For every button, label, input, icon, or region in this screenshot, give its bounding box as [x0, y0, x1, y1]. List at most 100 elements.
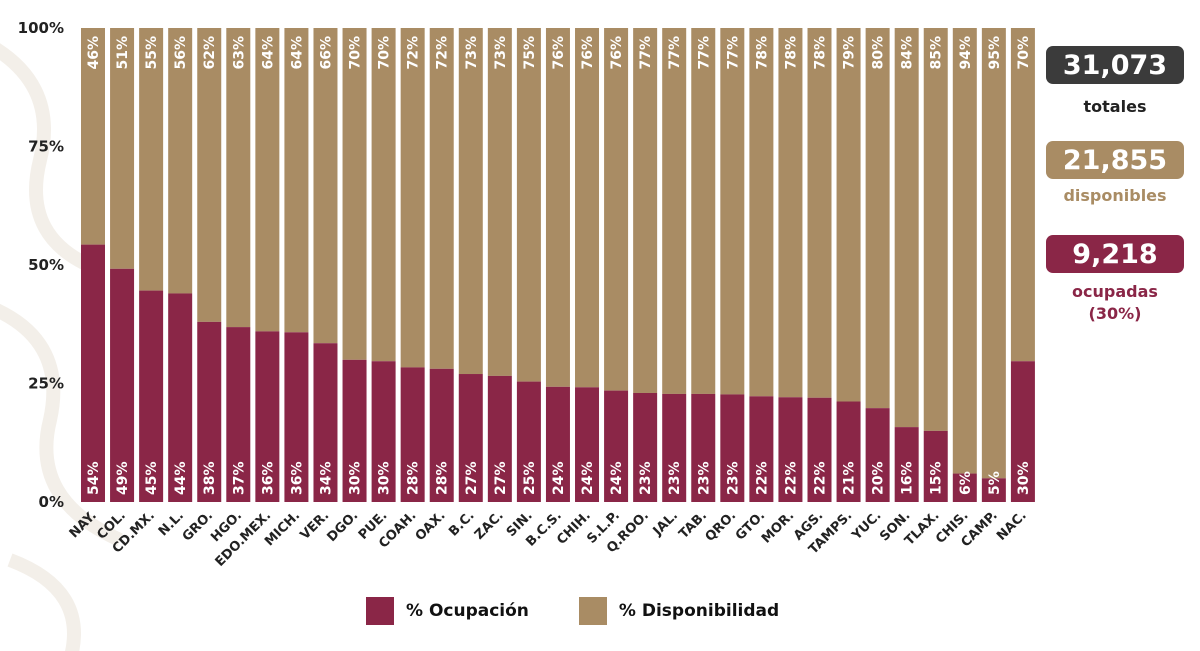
- value-label-ocupacion: 36%: [289, 461, 305, 495]
- value-label-ocupacion: 27%: [464, 461, 480, 495]
- bar-disponibilidad: [400, 28, 425, 368]
- legend-swatch-disponibilidad: [578, 597, 607, 625]
- value-label-disponibilidad: 66%: [318, 36, 334, 70]
- bar-disponibilidad: [342, 28, 367, 360]
- value-label-disponibilidad: 76%: [580, 36, 596, 70]
- bar-ocupacion: [313, 343, 338, 502]
- bar-disponibilidad: [894, 28, 919, 428]
- bar-ocupacion: [516, 381, 541, 502]
- value-label-disponibilidad: 63%: [231, 36, 247, 70]
- disponibles-box: 21,855: [1046, 141, 1184, 179]
- category-label: JAL.: [650, 508, 681, 539]
- value-label-ocupacion: 24%: [609, 461, 625, 495]
- bar-ocupacion: [691, 393, 716, 502]
- value-label-disponibilidad: 72%: [406, 36, 422, 70]
- value-label-ocupacion: 5%: [987, 471, 1003, 495]
- value-label-ocupacion: 15%: [929, 461, 945, 495]
- value-label-ocupacion: 30%: [377, 461, 393, 495]
- bar-ocupacion: [662, 393, 687, 502]
- value-label-ocupacion: 20%: [871, 461, 887, 495]
- bar-ocupacion: [168, 293, 193, 502]
- category-label: ZAC.: [472, 508, 507, 543]
- category-label: YUC.: [849, 508, 885, 544]
- totales-label: totales: [1083, 97, 1147, 116]
- value-label-disponibilidad: 80%: [871, 36, 887, 70]
- value-label-ocupacion: 23%: [696, 461, 712, 495]
- category-label: CHIH.: [554, 508, 594, 548]
- bar-ocupacion: [981, 478, 1006, 502]
- value-label-ocupacion: 23%: [667, 461, 683, 495]
- bar-ocupacion: [633, 392, 658, 502]
- value-label-disponibilidad: 84%: [900, 36, 916, 70]
- bar-ocupacion: [720, 394, 745, 502]
- bar-ocupacion: [545, 386, 570, 502]
- bar-disponibilidad: [691, 28, 716, 394]
- value-label-disponibilidad: 75%: [522, 36, 538, 70]
- legend-item-disponibilidad: % Disponibilidad: [578, 597, 780, 625]
- bar-ocupacion: [952, 473, 977, 502]
- value-label-disponibilidad: 46%: [86, 36, 102, 70]
- value-label-disponibilidad: 73%: [464, 36, 480, 70]
- background-pattern: [0, 43, 123, 651]
- y-tick-label: 100%: [18, 19, 64, 37]
- category-label: QRO.: [703, 508, 740, 545]
- bar-disponibilidad: [458, 28, 483, 375]
- value-label-disponibilidad: 77%: [696, 36, 712, 70]
- value-label-ocupacion: 28%: [435, 461, 451, 495]
- bar-ocupacion: [400, 367, 425, 502]
- value-label-ocupacion: 45%: [144, 461, 160, 495]
- ocupadas-box: 9,218: [1046, 235, 1184, 273]
- value-label-disponibilidad: 95%: [987, 36, 1003, 70]
- value-label-ocupacion: 38%: [202, 461, 218, 495]
- y-tick-label: 75%: [28, 138, 64, 156]
- y-tick-label: 50%: [28, 256, 64, 274]
- bar-ocupacion: [197, 321, 222, 502]
- bar-ocupacion: [604, 390, 629, 502]
- bar-disponibilidad: [1010, 28, 1035, 362]
- y-axis: 0% 25% 50% 75% 100%: [18, 19, 64, 511]
- value-label-disponibilidad: 76%: [551, 36, 567, 70]
- value-label-ocupacion: 6%: [958, 471, 974, 495]
- value-label-ocupacion: 21%: [842, 461, 858, 495]
- value-label-ocupacion: 30%: [1016, 461, 1032, 495]
- value-label-ocupacion: 23%: [725, 461, 741, 495]
- value-label-ocupacion: 22%: [813, 461, 829, 495]
- value-label-disponibilidad: 73%: [493, 36, 509, 70]
- bar-disponibilidad: [604, 28, 629, 391]
- bar-ocupacion: [284, 332, 309, 502]
- ocupadas-percent: (30%): [1088, 304, 1142, 323]
- bar-disponibilidad: [865, 28, 890, 409]
- bar-disponibilidad: [313, 28, 338, 344]
- legend-swatch-ocupacion: [366, 597, 394, 625]
- value-label-ocupacion: 22%: [754, 461, 770, 495]
- value-label-disponibilidad: 70%: [1016, 36, 1032, 70]
- bar-ocupacion: [139, 290, 164, 502]
- bar-disponibilidad: [81, 28, 105, 245]
- bar-disponibilidad: [487, 28, 512, 376]
- value-label-ocupacion: 28%: [406, 461, 422, 495]
- category-label: MOR.: [759, 508, 797, 546]
- legend-label-disponibilidad: % Disponibilidad: [618, 601, 780, 621]
- bar-disponibilidad: [807, 28, 832, 398]
- value-label-disponibilidad: 64%: [289, 36, 305, 70]
- bar-ocupacion: [749, 396, 774, 502]
- value-label-ocupacion: 22%: [783, 461, 799, 495]
- bar-ocupacion: [81, 244, 105, 503]
- value-label-ocupacion: 44%: [173, 461, 189, 495]
- bar-disponibilidad: [952, 28, 977, 474]
- value-label-disponibilidad: 56%: [173, 36, 189, 70]
- bar-disponibilidad: [371, 28, 396, 362]
- bar-disponibilidad: [749, 28, 774, 397]
- value-label-disponibilidad: 77%: [667, 36, 683, 70]
- value-label-ocupacion: 37%: [231, 461, 247, 495]
- bar-disponibilidad: [836, 28, 861, 402]
- legend-item-ocupacion: % Ocupación: [366, 597, 529, 625]
- value-label-disponibilidad: 85%: [929, 36, 945, 70]
- value-label-ocupacion: 27%: [493, 461, 509, 495]
- bar-ocupacion: [458, 374, 483, 502]
- bar-ocupacion: [1010, 361, 1035, 502]
- value-label-disponibilidad: 70%: [377, 36, 393, 70]
- value-label-disponibilidad: 55%: [144, 36, 160, 70]
- value-label-disponibilidad: 70%: [348, 36, 364, 70]
- value-label-ocupacion: 16%: [900, 461, 916, 495]
